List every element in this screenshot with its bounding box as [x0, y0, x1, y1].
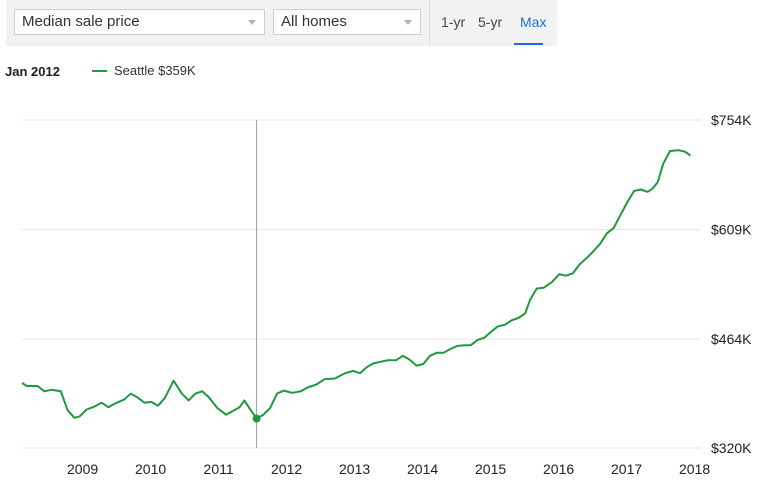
home-type-select-value: All homes [281, 13, 347, 30]
y-tick-label: $754K [711, 112, 752, 128]
x-tick-label: 2017 [611, 461, 642, 477]
legend-series-label: Seattle $359K [114, 63, 196, 78]
chart-toolbar: Median sale price All homes [6, 0, 557, 46]
x-tick-label: 2018 [679, 461, 710, 477]
x-tick-label: 2015 [475, 461, 506, 477]
metric-select-value: Median sale price [22, 13, 140, 30]
y-tick-label: $464K [711, 331, 752, 347]
y-axis-labels: $754K $609K $464K $320K [711, 112, 752, 456]
x-tick-label: 2012 [271, 461, 302, 477]
x-tick-label: 2016 [543, 461, 574, 477]
range-5yr-button[interactable]: 5-yr [478, 14, 503, 30]
chevron-down-icon [404, 20, 412, 25]
x-tick-label: 2009 [67, 461, 98, 477]
home-type-select[interactable]: All homes [273, 9, 421, 35]
x-tick-label: 2010 [135, 461, 166, 477]
chevron-down-icon [248, 20, 256, 25]
metric-select[interactable]: Median sale price [14, 9, 265, 35]
legend-date: Jan 2012 [5, 64, 60, 79]
toolbar-divider [429, 0, 430, 46]
active-range-indicator [514, 43, 543, 45]
x-tick-label: 2014 [407, 461, 438, 477]
y-tick-label: $320K [711, 440, 752, 456]
series-line-seattle [21, 149, 691, 420]
x-tick-label: 2011 [204, 461, 234, 477]
x-tick-label: 2013 [339, 461, 370, 477]
chart-series-layer [21, 149, 691, 423]
legend-swatch [92, 70, 107, 72]
x-axis-labels: 2009 2010 2011 2012 2013 2014 2015 2016 2017 2018 [67, 461, 710, 477]
y-tick-label: $609K [711, 222, 752, 238]
range-1yr-button[interactable]: 1-yr [441, 14, 466, 30]
chart-gridlines [22, 119, 700, 449]
hover-point [252, 414, 261, 423]
range-max-button[interactable]: Max [520, 14, 547, 30]
